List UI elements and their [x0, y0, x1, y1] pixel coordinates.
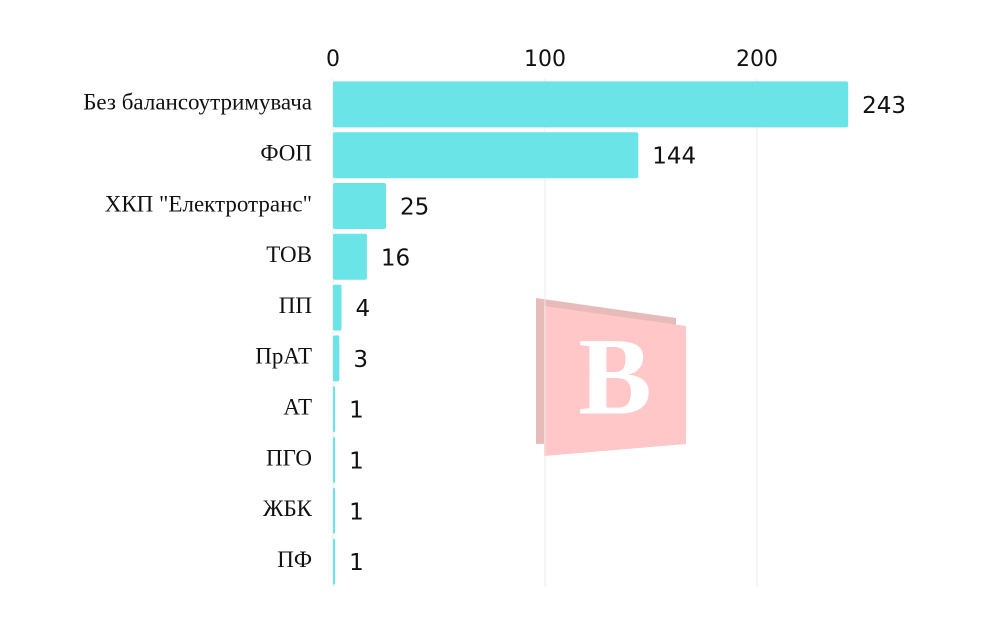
bar [333, 386, 336, 433]
value-label: 1 [349, 398, 364, 424]
bar [333, 487, 336, 534]
value-label: 16 [381, 245, 410, 271]
value-label: 4 [355, 296, 370, 322]
value-label: 243 [862, 93, 906, 119]
category-label: ПрАТ [255, 344, 312, 369]
x-tick-label: 200 [736, 47, 778, 72]
bar [333, 233, 367, 280]
category-label: ХКП "Електротранс" [105, 191, 312, 216]
category-label: АТ [283, 394, 312, 419]
x-tick-label: 100 [524, 47, 566, 72]
value-label: 1 [349, 449, 364, 475]
bar [333, 132, 639, 179]
category-label: ПФ [277, 547, 312, 572]
value-label: 25 [400, 195, 429, 221]
category-label: ПГО [266, 445, 312, 470]
bar [333, 81, 849, 128]
category-label: ЖБК [263, 496, 313, 521]
watermark-logo: B [536, 298, 686, 456]
bar [333, 183, 386, 229]
value-label: 3 [353, 347, 368, 373]
category-label: ТОВ [266, 242, 312, 267]
bar [333, 538, 336, 585]
value-label: 1 [349, 499, 364, 525]
bar [333, 437, 336, 483]
category-label: ФОП [260, 140, 312, 165]
category-label: ПП [279, 293, 312, 318]
category-label: Без балансоутримувача [83, 90, 312, 115]
bar [333, 284, 342, 331]
svg-text:B: B [578, 315, 651, 437]
value-label: 1 [349, 550, 364, 576]
x-tick-label: 0 [326, 47, 340, 72]
value-label: 144 [652, 144, 696, 170]
bar [333, 335, 340, 382]
